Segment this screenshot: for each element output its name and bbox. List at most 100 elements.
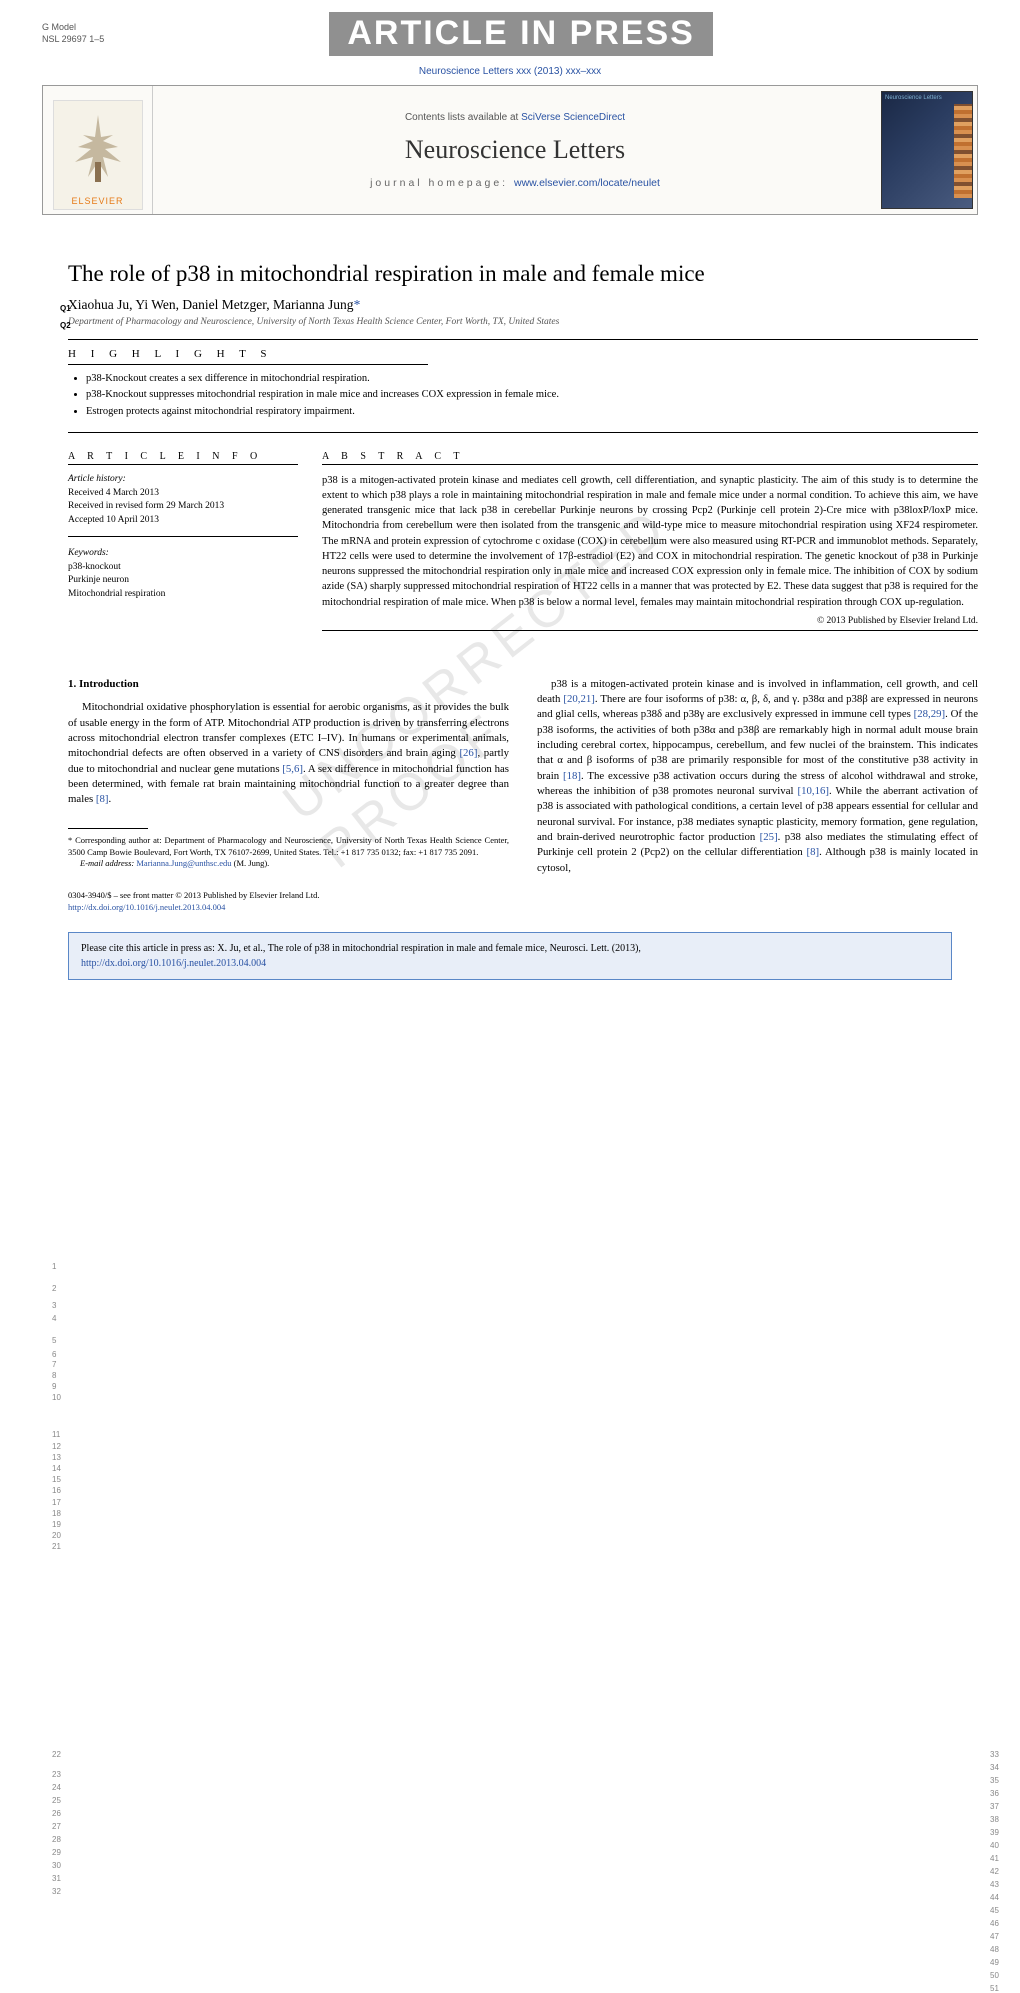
line-number: 21 — [52, 1542, 61, 1551]
gmodel-line2: NSL 29697 1–5 — [42, 34, 104, 46]
gmodel-block: G Model NSL 29697 1–5 — [42, 22, 104, 45]
line-number: 18 — [52, 1509, 61, 1518]
line-number: 25 — [52, 1796, 61, 1805]
line-number: 35 — [990, 1776, 999, 1785]
corresponding-marker[interactable]: * — [354, 297, 361, 312]
in-press-banner: ARTICLE IN PRESS — [329, 12, 712, 56]
abstract-copyright: © 2013 Published by Elsevier Ireland Ltd… — [322, 616, 978, 626]
body-left-column: 1. Introduction Mitochondrial oxidative … — [68, 677, 509, 876]
abstract-text: p38 is a mitogen-activated protein kinas… — [322, 473, 978, 610]
line-number: 27 — [52, 1822, 61, 1831]
copyright-footer: 0304-3940/$ – see front matter © 2013 Pu… — [68, 890, 978, 914]
issn-line: 0304-3940/$ – see front matter © 2013 Pu… — [68, 890, 978, 902]
line-number: 32 — [52, 1887, 61, 1896]
query-marker-q1: Q1 — [60, 304, 71, 313]
line-number: 20 — [52, 1531, 61, 1540]
ref-link[interactable]: [25] — [760, 831, 778, 843]
ref-link[interactable]: [26] — [459, 747, 477, 759]
intro-right-para: p38 is a mitogen-activated protein kinas… — [537, 677, 978, 876]
citation-box: Please cite this article in press as: X.… — [68, 932, 952, 980]
line-number: 2 — [52, 1284, 56, 1293]
journal-cover-thumb: Neuroscience Letters — [881, 91, 973, 209]
article-info-label: A R T I C L E I N F O — [68, 451, 298, 462]
line-number: 13 — [52, 1453, 61, 1462]
sciencedirect-link[interactable]: SciVerse ScienceDirect — [521, 112, 625, 123]
cite-doi-link[interactable]: http://dx.doi.org/10.1016/j.neulet.2013.… — [81, 958, 266, 969]
line-number: 46 — [990, 1919, 999, 1928]
line-number: 48 — [990, 1945, 999, 1954]
line-number: 49 — [990, 1958, 999, 1967]
doi-link[interactable]: http://dx.doi.org/10.1016/j.neulet.2013.… — [68, 902, 225, 912]
line-number: 36 — [990, 1789, 999, 1798]
email-link[interactable]: Marianna.Jung@unthsc.edu — [136, 858, 231, 868]
abstract-column: A B S T R A C T p38 is a mitogen-activat… — [322, 451, 978, 639]
query-marker-q2: Q2 — [60, 321, 71, 330]
line-number: 29 — [52, 1848, 61, 1857]
gmodel-line1: G Model — [42, 22, 104, 34]
rule — [68, 339, 978, 340]
journal-title: Neuroscience Letters — [405, 135, 625, 165]
line-number: 1 — [52, 1262, 56, 1271]
elsevier-logo: ELSEVIER — [53, 100, 143, 210]
line-number: 12 — [52, 1442, 61, 1451]
line-number: 42 — [990, 1867, 999, 1876]
line-number: 45 — [990, 1906, 999, 1915]
line-number: 3 — [52, 1301, 56, 1310]
affiliation: Department of Pharmacology and Neuroscie… — [68, 317, 978, 327]
line-number: 6 — [52, 1350, 56, 1359]
highlight-item: p38-Knockout creates a sex difference in… — [86, 371, 978, 387]
ref-link[interactable]: [8] — [96, 793, 109, 805]
line-number: 50 — [990, 1971, 999, 1980]
cite-text: Please cite this article in press as: X.… — [81, 943, 641, 954]
cover-label: Neuroscience Letters — [885, 95, 942, 101]
line-number: 34 — [990, 1763, 999, 1772]
body-right-column: p38 is a mitogen-activated protein kinas… — [537, 677, 978, 876]
history-item: Accepted 10 April 2013 — [68, 514, 298, 528]
line-number: 47 — [990, 1932, 999, 1941]
line-number: 17 — [52, 1498, 61, 1507]
keyword: Purkinje neuron — [68, 574, 298, 588]
ref-link[interactable]: [5,6] — [282, 763, 303, 775]
history-item: Received 4 March 2013 — [68, 487, 298, 501]
highlight-item: Estrogen protects against mitochondrial … — [86, 404, 978, 420]
ref-link[interactable]: [20,21] — [563, 693, 594, 705]
keyword: p38-knockout — [68, 561, 298, 575]
line-number: 11 — [52, 1430, 60, 1439]
line-number: 30 — [52, 1861, 61, 1870]
issue-line: Neuroscience Letters xxx (2013) xxx–xxx — [42, 66, 978, 77]
elsevier-wordmark: ELSEVIER — [71, 196, 123, 206]
line-number: 22 — [52, 1750, 61, 1759]
line-number: 19 — [52, 1520, 61, 1529]
line-number: 39 — [990, 1828, 999, 1837]
rule — [68, 432, 978, 433]
line-number: 43 — [990, 1880, 999, 1889]
journal-homepage: journal homepage: www.elsevier.com/locat… — [370, 177, 660, 189]
ref-link[interactable]: [10,16] — [798, 785, 829, 797]
ref-link[interactable]: [8] — [806, 846, 819, 858]
intro-left-para: Mitochondrial oxidative phosphorylation … — [68, 700, 509, 807]
line-number: 15 — [52, 1475, 61, 1484]
line-number: 4 — [52, 1314, 56, 1323]
highlight-item: p38-Knockout suppresses mitochondrial re… — [86, 387, 978, 403]
abstract-label: A B S T R A C T — [322, 451, 978, 462]
line-number: 33 — [990, 1750, 999, 1759]
history-head: Article history: — [68, 473, 298, 487]
line-number: 10 — [52, 1393, 61, 1402]
journal-homepage-link[interactable]: www.elsevier.com/locate/neulet — [514, 177, 660, 189]
line-number: 51 — [990, 1984, 999, 1993]
keywords-head: Keywords: — [68, 547, 298, 561]
cover-thumb-cell: Neuroscience Letters — [877, 86, 977, 214]
article-title: The role of p38 in mitochondrial respira… — [68, 261, 978, 287]
line-number: 7 — [52, 1360, 56, 1369]
rule-short — [68, 364, 428, 365]
journal-header-box: ELSEVIER Contents lists available at Sci… — [42, 85, 978, 215]
line-number: 23 — [52, 1770, 61, 1779]
line-number: 37 — [990, 1802, 999, 1811]
line-number: 31 — [52, 1874, 61, 1883]
ref-link[interactable]: [28,29] — [914, 708, 945, 720]
contents-available: Contents lists available at SciVerse Sci… — [405, 112, 625, 123]
ref-link[interactable]: [18] — [563, 770, 581, 782]
line-number: 26 — [52, 1809, 61, 1818]
line-number: 14 — [52, 1464, 61, 1473]
elsevier-logo-cell: ELSEVIER — [43, 86, 153, 214]
